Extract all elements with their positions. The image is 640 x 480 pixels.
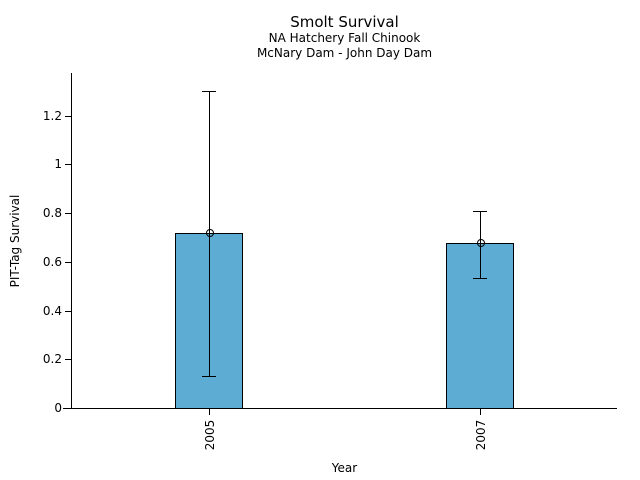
error-bar-cap-top xyxy=(473,210,487,212)
y-tick-label: 0.8 xyxy=(42,206,62,220)
y-tick-label: 0.4 xyxy=(42,303,62,318)
y-tick-mark xyxy=(65,213,71,214)
y-tick-label: 0 xyxy=(54,401,62,415)
x-axis-line xyxy=(63,408,617,409)
error-bar-cap-top xyxy=(202,91,216,93)
y-tick-label: 1 xyxy=(54,157,62,172)
chart-subtitle-line2: McNary Dam - John Day Dam xyxy=(256,46,433,60)
y-axis-line xyxy=(71,73,72,409)
y-tick-mark xyxy=(65,261,71,263)
x-axis-label: Year xyxy=(331,461,358,475)
x-tick-label: 2007 xyxy=(474,419,488,451)
y-tick-label: 0.2 xyxy=(42,352,62,367)
y-tick-mark xyxy=(65,310,71,312)
y-tick-mark xyxy=(65,408,71,409)
x-tick-mark xyxy=(209,409,210,415)
y-tick-label: 1.2 xyxy=(42,108,62,123)
x-tick-label: 2005 xyxy=(203,419,217,451)
error-bar-cap-bottom xyxy=(202,376,216,378)
y-tick-mark xyxy=(65,115,71,117)
y-tick-label: 0.6 xyxy=(42,254,62,269)
marker-circle xyxy=(477,239,485,248)
y-tick-mark xyxy=(65,164,71,166)
x-tick-mark xyxy=(480,409,481,415)
error-bar-cap-bottom xyxy=(473,277,487,279)
y-tick-mark xyxy=(65,359,71,361)
chart-title: Smolt Survival xyxy=(290,13,399,31)
chart-subtitle-line1: NA Hatchery Fall Chinook xyxy=(268,31,421,45)
marker-circle xyxy=(206,228,214,237)
